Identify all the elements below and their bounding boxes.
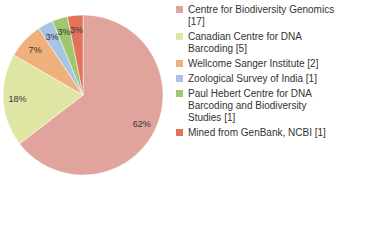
legend-swatch — [176, 60, 183, 67]
legend-swatch — [176, 129, 183, 136]
legend-label-line: Studies [1] — [188, 112, 235, 123]
legend-label-line: Barcoding [5] — [188, 43, 247, 54]
legend-swatch — [176, 6, 183, 13]
legend-label: Zoological Survey of India [1] — [188, 73, 317, 84]
legend-label-line: [17] — [188, 16, 205, 27]
data-label: 62% — [133, 119, 151, 129]
legend-label-line: Centre for Biodiversity Genomics — [188, 4, 334, 15]
legend-item: Canadian Centre for DNABarcoding [5] — [176, 31, 302, 54]
legend-item: Wellcome Sanger Institute [2] — [176, 58, 319, 69]
legend-label: Centre for Biodiversity Genomics[17] — [188, 4, 334, 27]
chart: 62%18%7%3%3%3%Centre for Biodiversity Ge… — [0, 0, 380, 240]
data-label: 7% — [29, 45, 42, 55]
data-label: 3% — [70, 25, 83, 35]
legend-label: Paul Hebert Centre for DNABarcoding and … — [188, 88, 312, 123]
legend-label-line: Wellcome Sanger Institute [2] — [188, 58, 319, 69]
pie-slice — [67, 15, 83, 95]
legend-swatch — [176, 90, 183, 97]
data-label: 18% — [9, 94, 27, 104]
legend-label-line: Barcoding and Biodiversity — [188, 100, 306, 111]
pie — [3, 15, 163, 175]
legend-label: Wellcome Sanger Institute [2] — [188, 58, 319, 69]
legend-label: Canadian Centre for DNABarcoding [5] — [188, 31, 302, 54]
legend-swatch — [176, 33, 183, 40]
data-labels: 62%18%7%3%3%3% — [9, 25, 151, 129]
legend-item: Zoological Survey of India [1] — [176, 73, 317, 84]
legend-label-line: Canadian Centre for DNA — [188, 31, 302, 42]
legend-item: Mined from GenBank, NCBI [1] — [176, 127, 326, 138]
legend-label-line: Paul Hebert Centre for DNA — [188, 88, 312, 99]
legend-label: Mined from GenBank, NCBI [1] — [188, 127, 326, 138]
legend-label-line: Zoological Survey of India [1] — [188, 73, 317, 84]
legend-item: Paul Hebert Centre for DNABarcoding and … — [176, 88, 312, 123]
legend: Centre for Biodiversity Genomics[17] Cana… — [176, 4, 334, 138]
legend-label-line: Mined from GenBank, NCBI [1] — [188, 127, 326, 138]
data-label: 3% — [57, 27, 70, 37]
legend-item: Centre for Biodiversity Genomics[17] — [176, 4, 334, 27]
legend-swatch — [176, 75, 183, 82]
